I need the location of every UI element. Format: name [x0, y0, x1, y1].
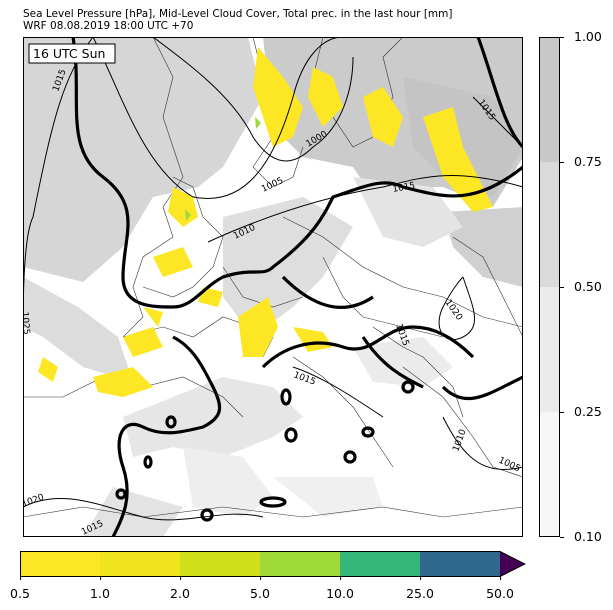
precip-tick: 10.0 [326, 576, 354, 601]
precip-tick: 0.5 [10, 576, 30, 601]
isobar-label: 1025 [23, 311, 31, 335]
map-frame [23, 37, 523, 537]
cloud-tick: 0.75 [560, 154, 602, 169]
precip-tick: 2.0 [170, 576, 190, 601]
weather-map: 1015 1000 1005 1015 1010 1015 1020 1015 … [23, 37, 523, 537]
time-label-box: 16 UTC Sun [28, 43, 116, 64]
precipitation-colorbar [20, 551, 526, 577]
isobars [23, 37, 523, 521]
cloud-tick: 0.25 [560, 404, 602, 419]
precip-tick: 1.0 [90, 576, 110, 601]
time-label: 16 UTC Sun [33, 46, 105, 61]
cloud-tick: 0.10 [560, 529, 602, 544]
precip-tick: 5.0 [250, 576, 270, 601]
precipitation-layer [38, 47, 493, 397]
isobar-1015-thick [71, 37, 523, 537]
precip-tick: 25.0 [406, 576, 434, 601]
isobar-label: 1015 [392, 181, 416, 195]
cloud-tick: 0.50 [560, 279, 602, 294]
precip-tick: 50.0 [486, 576, 514, 601]
islands [115, 380, 415, 522]
cloud-cover-colorbar [539, 37, 560, 537]
precip-green [185, 117, 261, 221]
cloud-tick: 1.00 [560, 29, 602, 44]
chart-subtitle: WRF 08.08.2019 18:00 UTC +70 [23, 20, 194, 32]
chart-title: Sea Level Pressure [hPa], Mid-Level Clou… [23, 8, 453, 20]
